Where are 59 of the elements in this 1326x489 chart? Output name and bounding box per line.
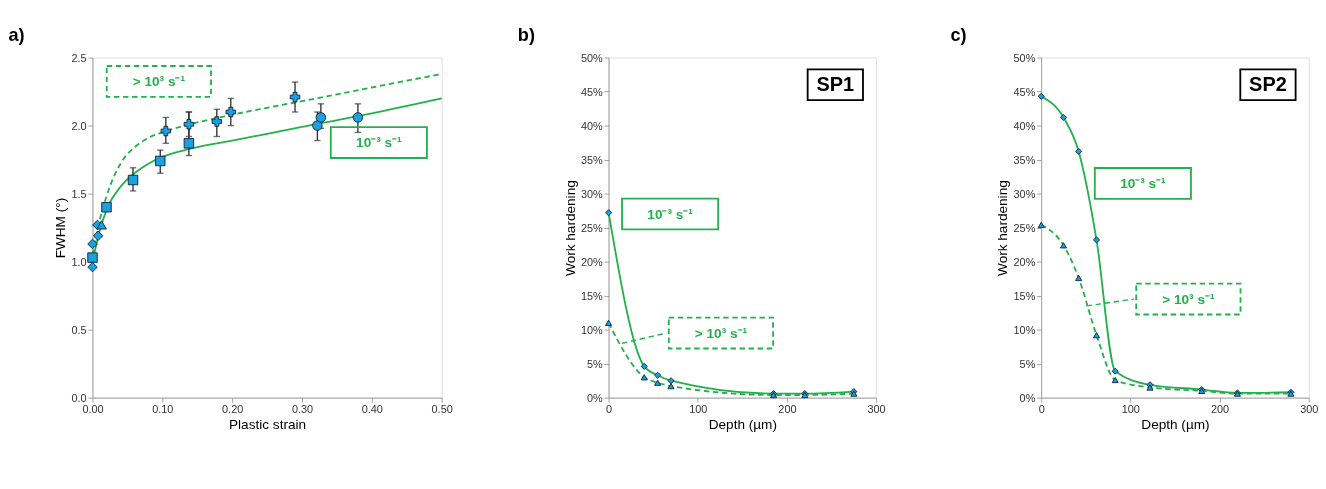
legend-label: > 10³ s⁻¹ (1162, 291, 1215, 307)
y-tick-label: 40% (580, 119, 603, 132)
y-axis-title: Work hardening (995, 180, 1011, 276)
y-tick-label: 1.5 (71, 187, 87, 200)
y-tick-label: 2.0 (71, 119, 87, 132)
y-tick-label: 10% (1013, 323, 1036, 336)
annotation: SP1 (816, 73, 855, 96)
chart-title: a) (8, 25, 25, 46)
x-tick-label: 100 (1121, 402, 1140, 415)
y-tick-label: 40% (1013, 119, 1036, 132)
text: 10⁻³ s⁻¹ (647, 206, 694, 222)
x-tick-label: 0.10 (152, 402, 174, 415)
x-tick-label: 0 (1038, 402, 1045, 415)
y-tick-label: 0% (1019, 391, 1036, 404)
y-tick-label: 30% (1013, 187, 1036, 200)
x-tick-label: 300 (867, 402, 886, 415)
x-axis-title: Plastic strain (229, 416, 307, 432)
chart-title: b) (517, 25, 535, 46)
x-tick-label: 300 (1300, 402, 1319, 415)
y-tick-label: 10% (580, 323, 603, 336)
text: > 10³ s⁻¹ (132, 73, 186, 89)
x-tick-label: 0.50 (431, 402, 453, 415)
x-tick-label: 0.40 (361, 402, 383, 415)
y-tick-label: 15% (1013, 289, 1036, 302)
x-axis-title: Depth (µm) (708, 416, 777, 432)
y-tick-label: 20% (1013, 255, 1036, 268)
text: 10⁻³ s⁻¹ (1120, 175, 1167, 191)
x-tick-label: 0.20 (222, 402, 244, 415)
y-tick-label: 15% (580, 289, 603, 302)
y-tick-label: 45% (580, 85, 603, 98)
y-tick-label: 5% (1019, 357, 1036, 370)
x-tick-label: 200 (778, 402, 797, 415)
y-tick-label: 30% (580, 187, 603, 200)
legend-label: > 10³ s⁻¹ (694, 325, 748, 341)
x-tick-label: 100 (689, 402, 708, 415)
y-tick-label: 5% (586, 357, 604, 370)
x-axis-title: Depth (µm) (1141, 416, 1210, 432)
y-tick-label: 25% (580, 221, 603, 234)
y-axis-title: Work hardening (562, 180, 578, 276)
y-tick-label: 45% (1013, 85, 1036, 98)
y-tick-label: 0.5 (71, 323, 87, 336)
x-tick-label: 0.30 (291, 402, 314, 415)
y-tick-label: 0% (586, 391, 604, 404)
annotation: SP2 (1249, 73, 1287, 96)
x-tick-label: 0 (606, 402, 613, 415)
y-tick-label: 35% (1013, 153, 1036, 166)
y-tick-label: 50% (1013, 51, 1036, 64)
y-tick-label: 1.0 (71, 255, 87, 268)
y-tick-label: 50% (580, 51, 603, 64)
y-tick-label: 2.5 (71, 51, 87, 64)
chart-title: c) (950, 25, 967, 46)
y-tick-label: 25% (1013, 221, 1036, 234)
x-tick-label: 0.00 (82, 402, 104, 415)
y-tick-label: 35% (580, 153, 603, 166)
y-tick-label: 20% (580, 255, 603, 268)
x-tick-label: 200 (1210, 402, 1230, 415)
series-label: 10⁻³ s⁻¹ (356, 135, 403, 151)
y-tick-label: 0.0 (71, 391, 87, 404)
y-axis-title: FWHM (°) (53, 197, 69, 259)
